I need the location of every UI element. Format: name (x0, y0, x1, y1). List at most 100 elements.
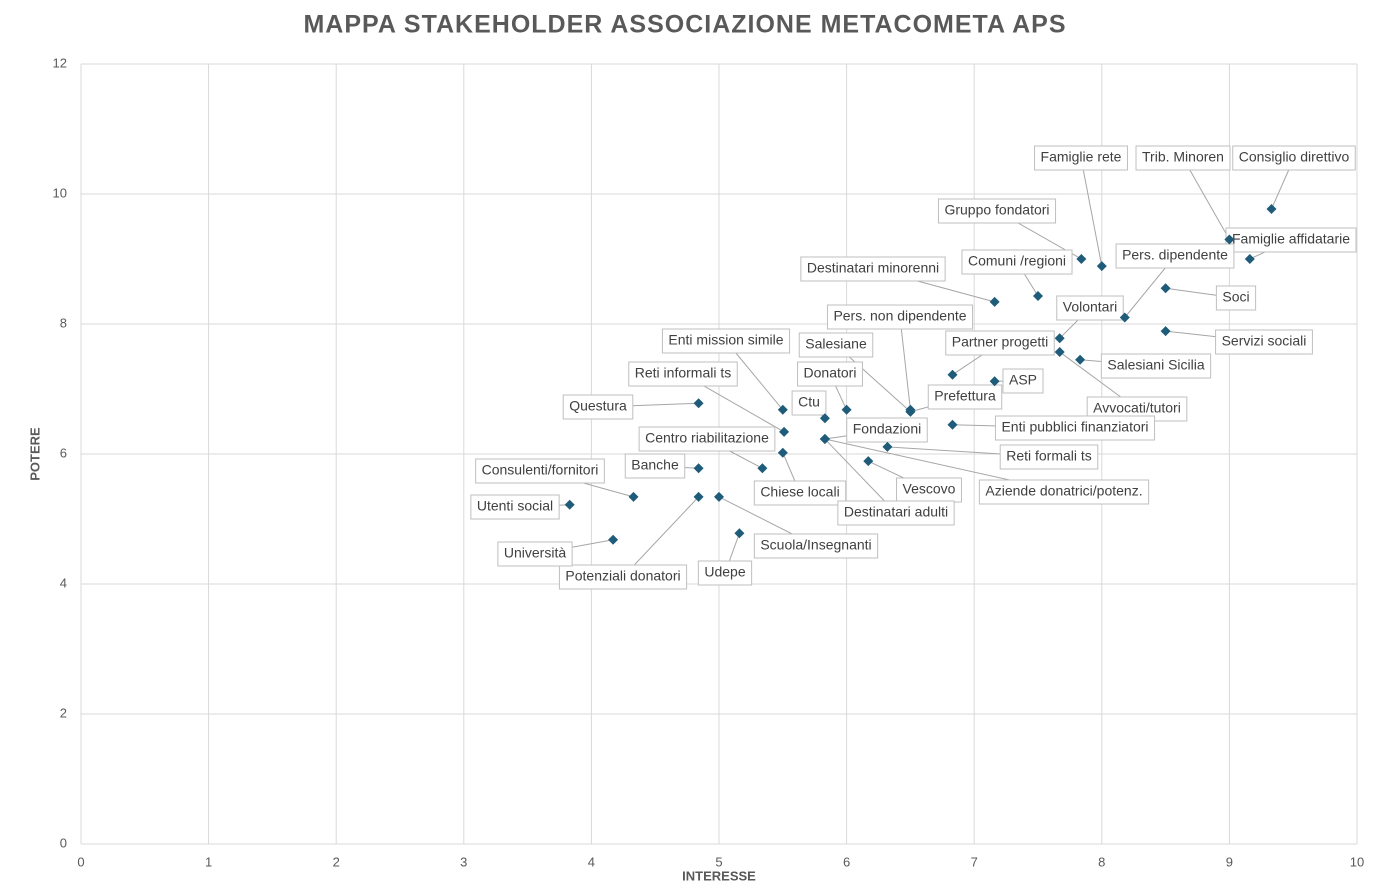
leader-line (899, 316, 911, 410)
point-label: Soci (1222, 289, 1249, 305)
point (777, 447, 788, 458)
point (734, 528, 745, 539)
point-label: Avvocati/tutori (1093, 400, 1181, 416)
point-label: Enti mission simile (668, 332, 783, 348)
label-box (837, 500, 955, 526)
point-label: Aziende donatrici/potenz. (985, 483, 1142, 499)
label-box (562, 394, 634, 420)
label-box (1215, 285, 1257, 311)
label-box (999, 444, 1099, 470)
point-label: Salesiane (805, 336, 867, 352)
x-tick-label: 3 (460, 854, 467, 869)
point (1244, 254, 1255, 264)
label-box (846, 417, 928, 443)
label-box (978, 479, 1150, 505)
label-box (798, 332, 874, 358)
x-axis-label: INTERESSE (682, 868, 756, 883)
label-box (753, 533, 879, 559)
point-label: Comuni /regioni (968, 253, 1066, 269)
x-tick-label: 1 (205, 854, 212, 869)
point-label: Questura (569, 398, 627, 414)
label-box (1056, 295, 1124, 321)
point (757, 463, 768, 474)
point-label: Udepe (704, 564, 745, 580)
point (1160, 326, 1171, 337)
point-label: Vescovo (903, 481, 956, 497)
x-tick-label: 5 (715, 854, 722, 869)
y-axis-label: POTERE (27, 427, 42, 481)
point (693, 398, 704, 409)
label-box (1232, 145, 1356, 171)
point-label: Famiglie rete (1041, 149, 1122, 165)
point-label: Salesiani Sicilia (1107, 357, 1204, 373)
label-box (1100, 353, 1212, 379)
point (819, 413, 830, 424)
point (863, 456, 874, 467)
label-box (994, 415, 1156, 441)
point (1119, 312, 1130, 323)
point-label: Potenziali donatori (565, 568, 680, 584)
point (882, 441, 893, 452)
label-box (497, 541, 573, 567)
label-box (558, 564, 688, 590)
point (905, 406, 916, 417)
chart-title: MAPPA STAKEHOLDER ASSOCIAZIONE METACOMET… (303, 11, 1066, 39)
label-box (1034, 145, 1128, 171)
point-label: Consulenti/fornitori (482, 462, 599, 478)
point (1266, 203, 1277, 214)
point-label: Pers. non dipendente (833, 308, 966, 324)
point (608, 534, 619, 545)
point-label: Banche (631, 457, 679, 473)
label-box (753, 480, 847, 506)
label-box (475, 458, 605, 484)
point-label: Trib. Minoren (1142, 149, 1224, 165)
label-box (638, 426, 776, 452)
point (989, 376, 1000, 387)
y-tick-label: 10 (53, 185, 67, 200)
label-box (961, 249, 1073, 275)
label-box (661, 328, 791, 354)
leader-line (622, 496, 699, 578)
point-label: Famiglie affidatarie (1232, 231, 1350, 247)
y-tick-label: 4 (60, 575, 67, 590)
point-label: Prefettura (934, 388, 996, 404)
point-label: Donatori (804, 365, 857, 381)
point (1075, 354, 1086, 365)
point-label: Partner progetti (952, 334, 1049, 350)
y-tick-label: 2 (60, 705, 67, 720)
label-box (1135, 145, 1231, 171)
x-tick-label: 6 (843, 854, 850, 869)
point-label: Utenti social (477, 498, 553, 514)
point (693, 491, 704, 502)
label-box (628, 361, 738, 387)
point-label: Chiese locali (760, 484, 839, 500)
label-box (826, 304, 974, 330)
point-label: ASP (1009, 372, 1037, 388)
point (1224, 234, 1235, 245)
y-tick-label: 6 (60, 445, 67, 460)
point (1096, 261, 1107, 272)
x-tick-label: 4 (588, 854, 595, 869)
label-box (896, 477, 962, 503)
x-tick-label: 0 (77, 854, 84, 869)
point (1076, 254, 1087, 264)
point-label: Università (504, 545, 566, 561)
point-label: Gruppo fondatori (944, 202, 1049, 218)
point-label: Reti informali ts (635, 365, 731, 381)
point (693, 463, 704, 474)
point (628, 491, 639, 502)
point-label: Destinatari minorenni (807, 260, 939, 276)
point (947, 369, 958, 380)
point (947, 419, 958, 430)
point (714, 491, 724, 502)
point (841, 404, 852, 415)
point-label: Scuola/Insegnanti (760, 537, 871, 553)
point-label: Centro riabilitazione (645, 430, 769, 446)
x-tick-label: 7 (971, 854, 978, 869)
leader-line (1182, 157, 1230, 240)
point (989, 296, 1000, 307)
point-label: Consiglio direttivo (1239, 149, 1350, 165)
point-label: Reti formali ts (1006, 448, 1092, 464)
point-label: Volontari (1063, 299, 1117, 315)
